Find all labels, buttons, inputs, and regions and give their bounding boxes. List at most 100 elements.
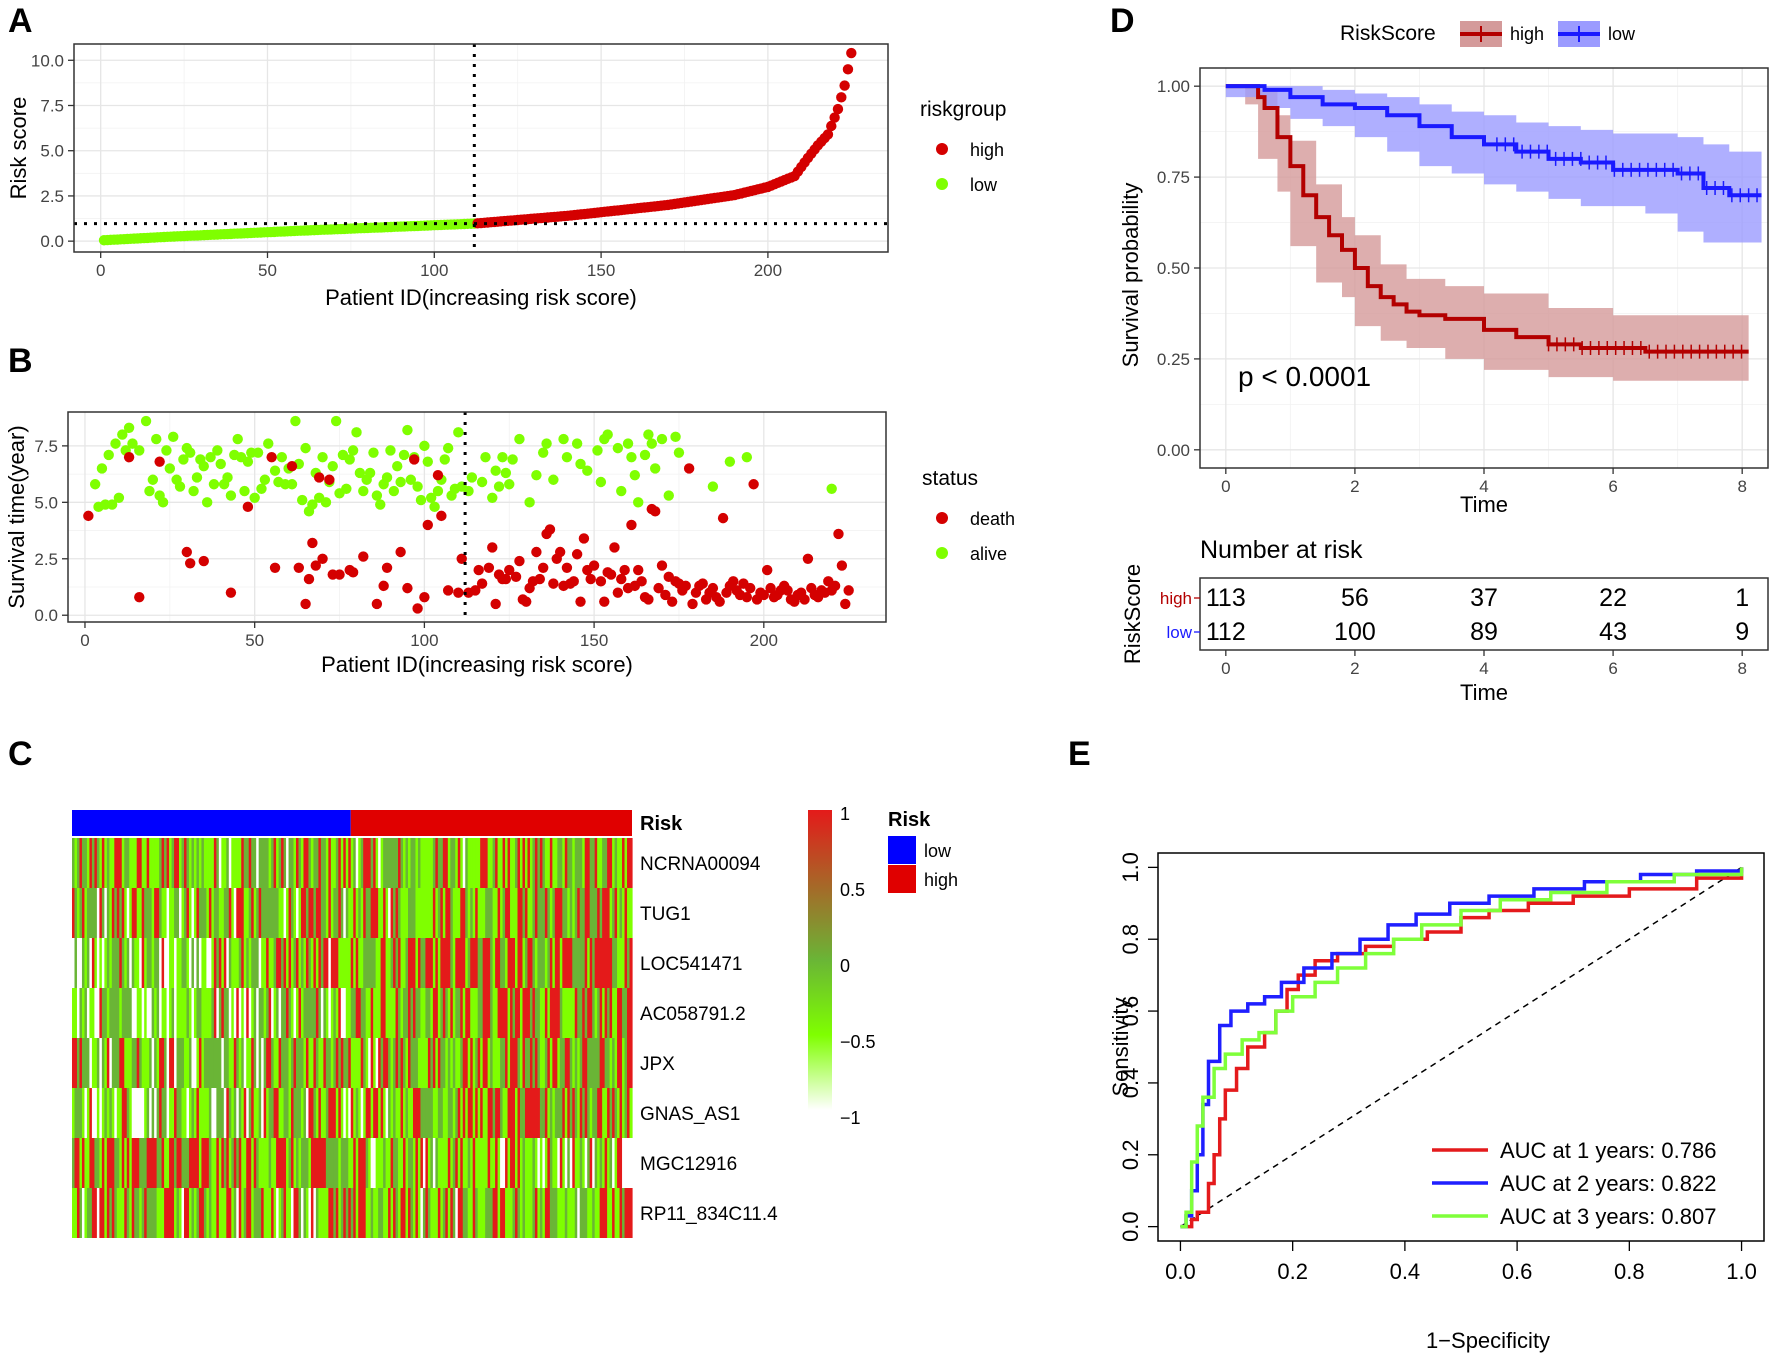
panel-c-heatmap-cell [174,1188,178,1238]
panel-b-point-alive [110,438,121,449]
panel-e-y-label: Sensitivity [1108,997,1133,1096]
panel-c-heatmap-cell [144,938,148,988]
panel-c-heatmap-cell [308,1138,312,1188]
panel-c-heatmap-cell [398,938,402,988]
panel-c-heatmap-cell [487,1088,491,1138]
panel-c-heatmap-cell [582,938,586,988]
panel-c-heatmap-cell [572,938,576,988]
panel-b-point-alive [405,474,417,485]
panel-c-heatmap-cell [231,938,235,988]
panel-c-heatmap-cell [602,838,606,888]
panel-c-heatmap-cell [480,888,484,938]
panel-c-heatmap-cell [184,988,188,1038]
panel-c-heatmap-cell [291,1188,295,1238]
panel-c-heatmap-cell [579,988,583,1038]
panel-c-heatmap-cell [335,888,339,938]
panel-c-heatmap-cell [243,938,247,988]
panel-c-heatmap-cell [296,888,300,938]
panel-c-heatmap-cell [296,988,300,1038]
panel-c-heatmap-cell [216,1188,220,1238]
panel-c-heatmap-cell [619,988,623,1038]
panel-c-heatmap-cell [223,1138,227,1188]
panel-c-heatmap-cell [572,1138,576,1188]
panel-d-risk-table-row-high: high [1160,589,1192,608]
panel-c-heatmap-cell [390,1138,394,1188]
panel-c-heatmap-cell [206,938,210,988]
panel-c-heatmap-cell [412,1038,417,1088]
panel-c-heatmap-cell [218,938,222,988]
panel-c-heatmap-cell [335,1138,339,1188]
panel-c-heatmap-cell [592,1138,596,1188]
panel-c-heatmap-cell [196,938,200,988]
panel-e-diagonal-reference [1180,866,1742,1228]
panel-c-heatmap-cell [129,838,133,888]
panel-c-heatmap-cell [139,888,143,938]
panel-b-ytick-label: 5.0 [34,493,58,512]
panel-c-heatmap-cell [457,988,461,1038]
panel-c-heatmap-cell [398,888,402,938]
panel-c-heatmap-cell [318,988,322,1038]
panel-c-heatmap-cell [139,1138,143,1188]
panel-c-heatmap-cell [622,888,626,938]
panel-c-heatmap-cell [564,838,568,888]
panel-c-heatmap-cell [370,888,374,938]
panel-c-heatmap-cell [184,938,188,988]
panel-c-heatmap-cell [562,1188,566,1238]
panel-c-heatmap-cell [572,888,576,938]
panel-b-point-alive [174,481,186,492]
panel-c-heatmap-cell [241,988,245,1038]
panel-c-heatmap-cell [462,938,466,988]
panel-c-row-label: TUG1 [640,904,691,925]
panel-c-heatmap-cell [393,1138,397,1188]
panel-c-heatmap-cell [534,1138,539,1188]
panel-c-heatmap-cell [373,938,377,988]
panel-c-heatmap-cell [607,838,611,888]
panel-c-heatmap-cell [353,1138,357,1188]
panel-c-heatmap-cell [338,1088,342,1138]
panel-b-point-alive [490,465,501,476]
panel-c-heatmap-cell [480,1138,484,1188]
panel-c-heatmap-cell [393,1088,397,1138]
panel-c-heatmap-cell [569,1138,573,1188]
panel-a-points [98,47,857,246]
panel-c-heatmap-cell [203,888,207,938]
panel-c-heatmap-cell [298,838,302,888]
panel-c-heatmap-cell [470,888,474,938]
panel-c-heatmap-cell [151,1138,155,1188]
panel-c-heatmap-cell [582,888,586,938]
panel-c-heatmap-cell [430,1138,434,1188]
panel-c-heatmap-cell [248,1038,252,1088]
panel-b-point-alive [347,445,359,456]
panel-d-risk-table-cell: 43 [1599,618,1627,646]
panel-a-point-high [842,64,854,75]
panel-c-heatmap-cell [584,1138,588,1188]
panel-c-heatmap-cell [497,1138,501,1188]
panel-c-heatmap-cell [310,888,315,938]
panel-c-heatmap-cell [617,1138,621,1188]
panel-c-heatmap-cell [146,938,150,988]
panel-c-heatmap-cell [169,938,173,988]
panel-c-heatmap-cell [445,1038,449,1088]
panel-c-heatmap-cell [572,1088,576,1138]
panel-c-heatmap-cell [472,988,476,1038]
panel-c-heatmap-cell [400,988,404,1038]
panel-c-heatmap-cell [211,838,215,888]
panel-c-heatmap-cell [363,1138,367,1188]
panel-c-heatmap-cell [146,1138,150,1188]
panel-c-heatmap-cell [261,838,265,888]
panel-c-heatmap-cell [276,838,280,888]
panel-c-heatmap-cell [554,1088,558,1138]
panel-c-heatmap-cell [84,1138,88,1188]
panel-b-point-death [432,470,444,481]
panel-b-point-death [521,596,532,607]
panel-c-heatmap-cell [81,988,86,1038]
panel-c-heatmap-cell [283,1038,287,1088]
panel-c-heatmap-cell [74,888,78,938]
panel-c-heatmap-cell [268,938,272,988]
panel-c-heatmap-cell [415,1088,419,1138]
panel-c-heatmap-cell [139,938,143,988]
panel-b-point-death [829,580,841,592]
panel-c-heatmap-cell [383,1038,387,1088]
panel-c-heatmap-cell [109,888,113,938]
panel-c-heatmap-cell [273,938,277,988]
